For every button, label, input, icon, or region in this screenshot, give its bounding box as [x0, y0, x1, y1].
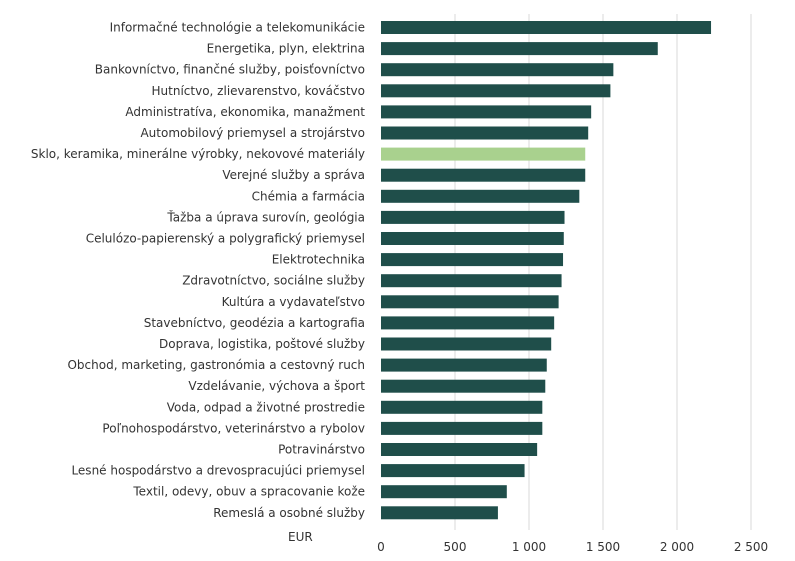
category-label: Verejné služby a správa	[222, 168, 365, 182]
bar	[381, 379, 546, 393]
bar	[381, 105, 592, 119]
bar	[381, 21, 712, 34]
category-label: Kultúra a vydavateľstvo	[222, 295, 365, 309]
bar	[381, 42, 658, 56]
category-label: Poľnohospodárstvo, veterinárstvo a rybol…	[102, 421, 365, 435]
category-label: Sklo, keramika, minerálne výrobky, nekov…	[31, 147, 365, 161]
bar	[381, 337, 552, 351]
x-tick-label: 500	[444, 540, 467, 554]
category-labels: Informačné technológie a telekomunikácie…	[31, 21, 365, 520]
bar	[381, 421, 543, 435]
category-label: Automobilový priemysel a strojárstvo	[140, 126, 365, 140]
category-label: Chémia a farmácia	[252, 189, 365, 203]
category-label: Zdravotníctvo, sociálne služby	[182, 274, 365, 288]
category-label: Administratíva, ekonomika, manažment	[125, 105, 365, 119]
x-axis-ticks: 0 500 1 000 1 500 2 000 2 500	[377, 540, 768, 554]
bar	[381, 210, 565, 224]
category-label: Informačné technológie a telekomunikácie	[110, 21, 365, 35]
category-label: Elektrotechnika	[272, 253, 365, 267]
unit-label: EUR	[288, 530, 313, 544]
category-label: Lesné hospodárstvo a drevospracujúci pri…	[71, 464, 365, 478]
bar	[381, 464, 525, 478]
x-tick-label: 2 500	[734, 540, 768, 554]
x-tick-label: 0	[377, 540, 385, 554]
category-label: Stavebníctvo, geodézia a kartografia	[144, 316, 365, 330]
bar	[381, 126, 589, 140]
category-label: Vzdelávanie, výchova a šport	[188, 379, 365, 393]
x-tick-label: 1 000	[512, 540, 546, 554]
bar	[381, 400, 543, 414]
category-label: Voda, odpad a životné prostredie	[167, 400, 365, 414]
bar	[381, 274, 562, 288]
bar	[381, 189, 580, 203]
category-label: Energetika, plyn, elektrina	[207, 42, 365, 56]
bar	[381, 63, 614, 77]
category-label: Remeslá a osobné služby	[213, 506, 365, 520]
bar	[381, 168, 586, 182]
category-label: Doprava, logistika, poštové služby	[159, 337, 365, 351]
category-label: Potravinárstvo	[278, 443, 365, 457]
bar	[381, 358, 547, 372]
bar	[381, 84, 611, 98]
bar	[381, 506, 498, 520]
category-label: Textil, odevy, obuv a spracovanie kože	[132, 485, 365, 499]
bar	[381, 295, 559, 309]
x-tick-label: 1 500	[586, 540, 620, 554]
bar	[381, 253, 564, 267]
bar	[381, 485, 507, 499]
category-label: Ťažba a úprava surovín, geológia	[166, 209, 365, 224]
bar	[381, 443, 538, 456]
category-label: Hutníctvo, zlievarenstvo, kováčstvo	[152, 84, 365, 98]
bar	[381, 316, 555, 330]
x-tick-label: 2 000	[660, 540, 694, 554]
category-label: Obchod, marketing, gastronómia a cestovn…	[67, 358, 365, 372]
category-label: Bankovníctvo, finančné služby, poisťovní…	[95, 63, 365, 77]
bars	[381, 21, 712, 520]
category-label: Celulózo-papierenský a polygrafický prie…	[86, 232, 365, 246]
bar	[381, 147, 586, 161]
bar	[381, 232, 564, 245]
